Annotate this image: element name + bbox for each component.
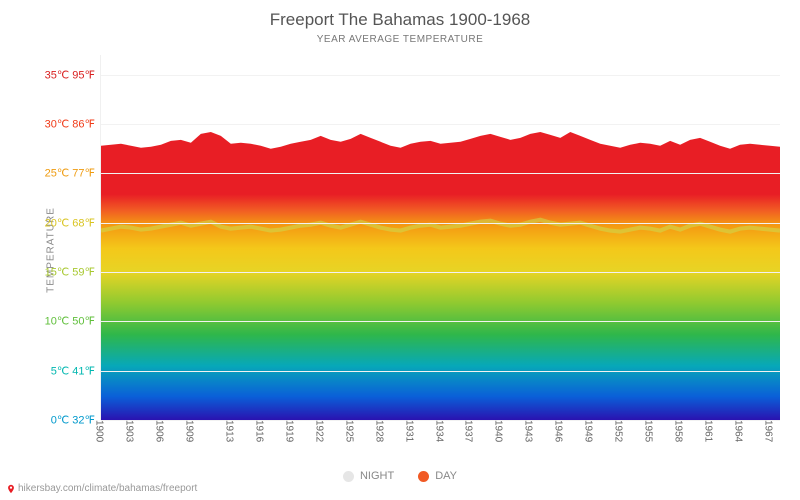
ytick-label: 5℃ 41℉: [51, 364, 101, 377]
legend-dot-day: [418, 471, 429, 482]
xtick-label: 1928: [373, 420, 388, 442]
gridline-h: [101, 321, 780, 322]
gridline-h: [101, 223, 780, 224]
attribution: hikersbay.com/climate/bahamas/freeport: [6, 483, 197, 494]
xtick-label: 1952: [613, 420, 628, 442]
plot-wrapper: 0℃ 32℉5℃ 41℉10℃ 50℉15℃ 59℉20℃ 68℉25℃ 77℉…: [100, 55, 780, 420]
xtick-label: 1913: [223, 420, 238, 442]
xtick-label: 1922: [313, 420, 328, 442]
legend-item-night: NIGHT: [343, 470, 394, 482]
attribution-text: hikersbay.com/climate/bahamas/freeport: [18, 483, 197, 494]
xtick-label: 1903: [123, 420, 138, 442]
day-area: [101, 132, 780, 420]
xtick-label: 1900: [94, 420, 109, 442]
xtick-label: 1946: [553, 420, 568, 442]
xtick-label: 1906: [153, 420, 168, 442]
pin-icon: [6, 484, 16, 494]
xtick-label: 1958: [673, 420, 688, 442]
legend-label-day: DAY: [435, 470, 457, 482]
legend: NIGHT DAY: [0, 470, 800, 482]
ytick-label: 30℃ 86℉: [45, 118, 101, 131]
legend-item-day: DAY: [418, 470, 457, 482]
xtick-label: 1916: [253, 420, 268, 442]
gridline-h: [101, 173, 780, 174]
legend-label-night: NIGHT: [360, 470, 394, 482]
gridline-h: [101, 371, 780, 372]
chart-subtitle: YEAR AVERAGE TEMPERATURE: [0, 30, 800, 45]
gridline-h: [101, 124, 780, 125]
xtick-label: 1934: [433, 420, 448, 442]
chart-title: Freeport The Bahamas 1900-1968: [0, 0, 800, 30]
xtick-label: 1931: [403, 420, 418, 442]
legend-dot-night: [343, 471, 354, 482]
chart-svg: [101, 55, 780, 420]
ytick-label: 25℃ 77℉: [45, 167, 101, 180]
xtick-label: 1955: [643, 420, 658, 442]
xtick-label: 1940: [493, 420, 508, 442]
xtick-label: 1949: [583, 420, 598, 442]
xtick-label: 1967: [763, 420, 778, 442]
ytick-label: 10℃ 50℉: [45, 315, 101, 328]
xtick-label: 1925: [343, 420, 358, 442]
plot-area: 0℃ 32℉5℃ 41℉10℃ 50℉15℃ 59℉20℃ 68℉25℃ 77℉…: [100, 55, 780, 420]
xtick-label: 1919: [283, 420, 298, 442]
ytick-label: 35℃ 95℉: [45, 68, 101, 81]
gridline-h: [101, 272, 780, 273]
xtick-label: 1961: [703, 420, 718, 442]
xtick-label: 1937: [463, 420, 478, 442]
ytick-label: 15℃ 59℉: [45, 266, 101, 279]
xtick-label: 1964: [733, 420, 748, 442]
ytick-label: 20℃ 68℉: [45, 216, 101, 229]
xtick-label: 1943: [523, 420, 538, 442]
gridline-h: [101, 75, 780, 76]
xtick-label: 1909: [183, 420, 198, 442]
